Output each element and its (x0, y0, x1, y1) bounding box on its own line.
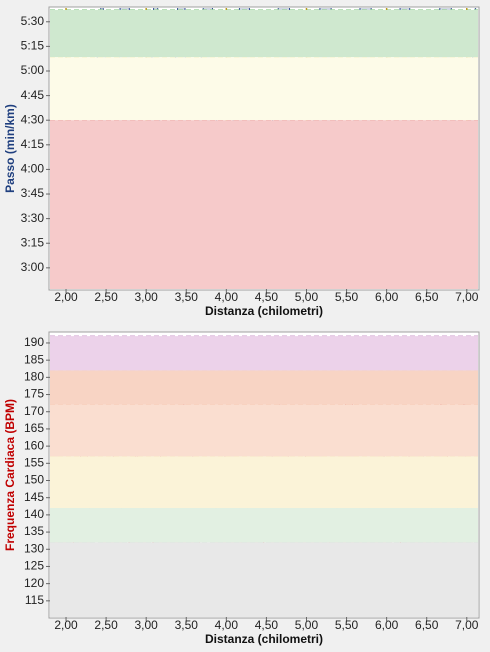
x-tick-label: 6,00 (375, 290, 399, 304)
x-tick-label: 3,00 (135, 618, 159, 632)
y-tick-label: 165 (24, 421, 44, 435)
x-tick-label: 5,50 (335, 290, 359, 304)
y-tick-label: 5:00 (21, 63, 45, 77)
y-tick-label: 3:45 (21, 186, 45, 200)
y-axis-title: Frequenza Cardiaca (BPM) (3, 399, 17, 551)
x-tick-label: 4,50 (255, 290, 279, 304)
zone-band (50, 508, 478, 543)
y-tick-label: 5:15 (21, 39, 45, 53)
x-axis-title: Distanza (chilometri) (205, 304, 323, 318)
zone-band (50, 9, 478, 58)
x-tick-label: 6,50 (415, 618, 439, 632)
x-tick-label: 3,00 (135, 290, 159, 304)
x-tick-label: 2,00 (54, 618, 78, 632)
y-tick-label: 135 (24, 524, 44, 538)
y-tick-label: 4:30 (21, 112, 45, 126)
y-tick-label: 3:30 (21, 211, 45, 225)
y-tick-label: 120 (24, 576, 44, 590)
y-tick-label: 3:15 (21, 235, 45, 249)
zone-band (50, 404, 478, 457)
x-tick-label: 6,50 (415, 290, 439, 304)
x-tick-label: 5,00 (295, 290, 319, 304)
x-tick-label: 3,50 (175, 290, 199, 304)
zone-band (50, 456, 478, 509)
x-tick-label: 3,50 (175, 618, 199, 632)
y-tick-label: 3:00 (21, 260, 45, 274)
x-tick-label: 4,00 (215, 290, 239, 304)
y-tick-label: 115 (25, 593, 44, 607)
y-tick-label: 160 (24, 438, 44, 452)
x-tick-label: 4,50 (255, 618, 279, 632)
x-tick-label: 2,00 (54, 290, 78, 304)
y-tick-label: 175 (24, 387, 44, 401)
x-tick-label: 6,00 (375, 618, 399, 632)
x-tick-label: 2,50 (94, 618, 118, 632)
y-tick-label: 150 (24, 473, 44, 487)
x-axis-title: Distanza (chilometri) (205, 632, 323, 646)
y-tick-label: 5:30 (21, 14, 45, 28)
y-tick-label: 4:15 (21, 137, 45, 151)
x-tick-label: 7,00 (455, 618, 479, 632)
y-tick-label: 130 (24, 541, 44, 555)
y-tick-label: 185 (24, 352, 44, 366)
x-tick-label: 7,00 (455, 290, 479, 304)
y-tick-label: 155 (24, 455, 44, 469)
y-tick-label: 190 (24, 335, 44, 349)
y-tick-label: 170 (24, 404, 44, 418)
zone-band (50, 120, 478, 289)
x-tick-label: 2,50 (94, 290, 118, 304)
x-tick-label: 5,00 (295, 618, 319, 632)
x-tick-label: 4,00 (215, 618, 239, 632)
x-tick-label: 5,50 (335, 618, 359, 632)
y-tick-label: 145 (24, 490, 44, 504)
y-tick-label: 125 (24, 559, 44, 573)
zone-band (50, 542, 478, 617)
y-tick-label: 180 (24, 370, 44, 384)
y-tick-label: 4:00 (21, 162, 45, 176)
zone-band (50, 336, 478, 371)
zone-band (50, 57, 478, 121)
y-axis-title: Passo (min/km) (3, 104, 17, 193)
y-tick-label: 4:45 (21, 88, 45, 102)
y-tick-label: 140 (24, 507, 44, 521)
zone-band (50, 370, 478, 405)
